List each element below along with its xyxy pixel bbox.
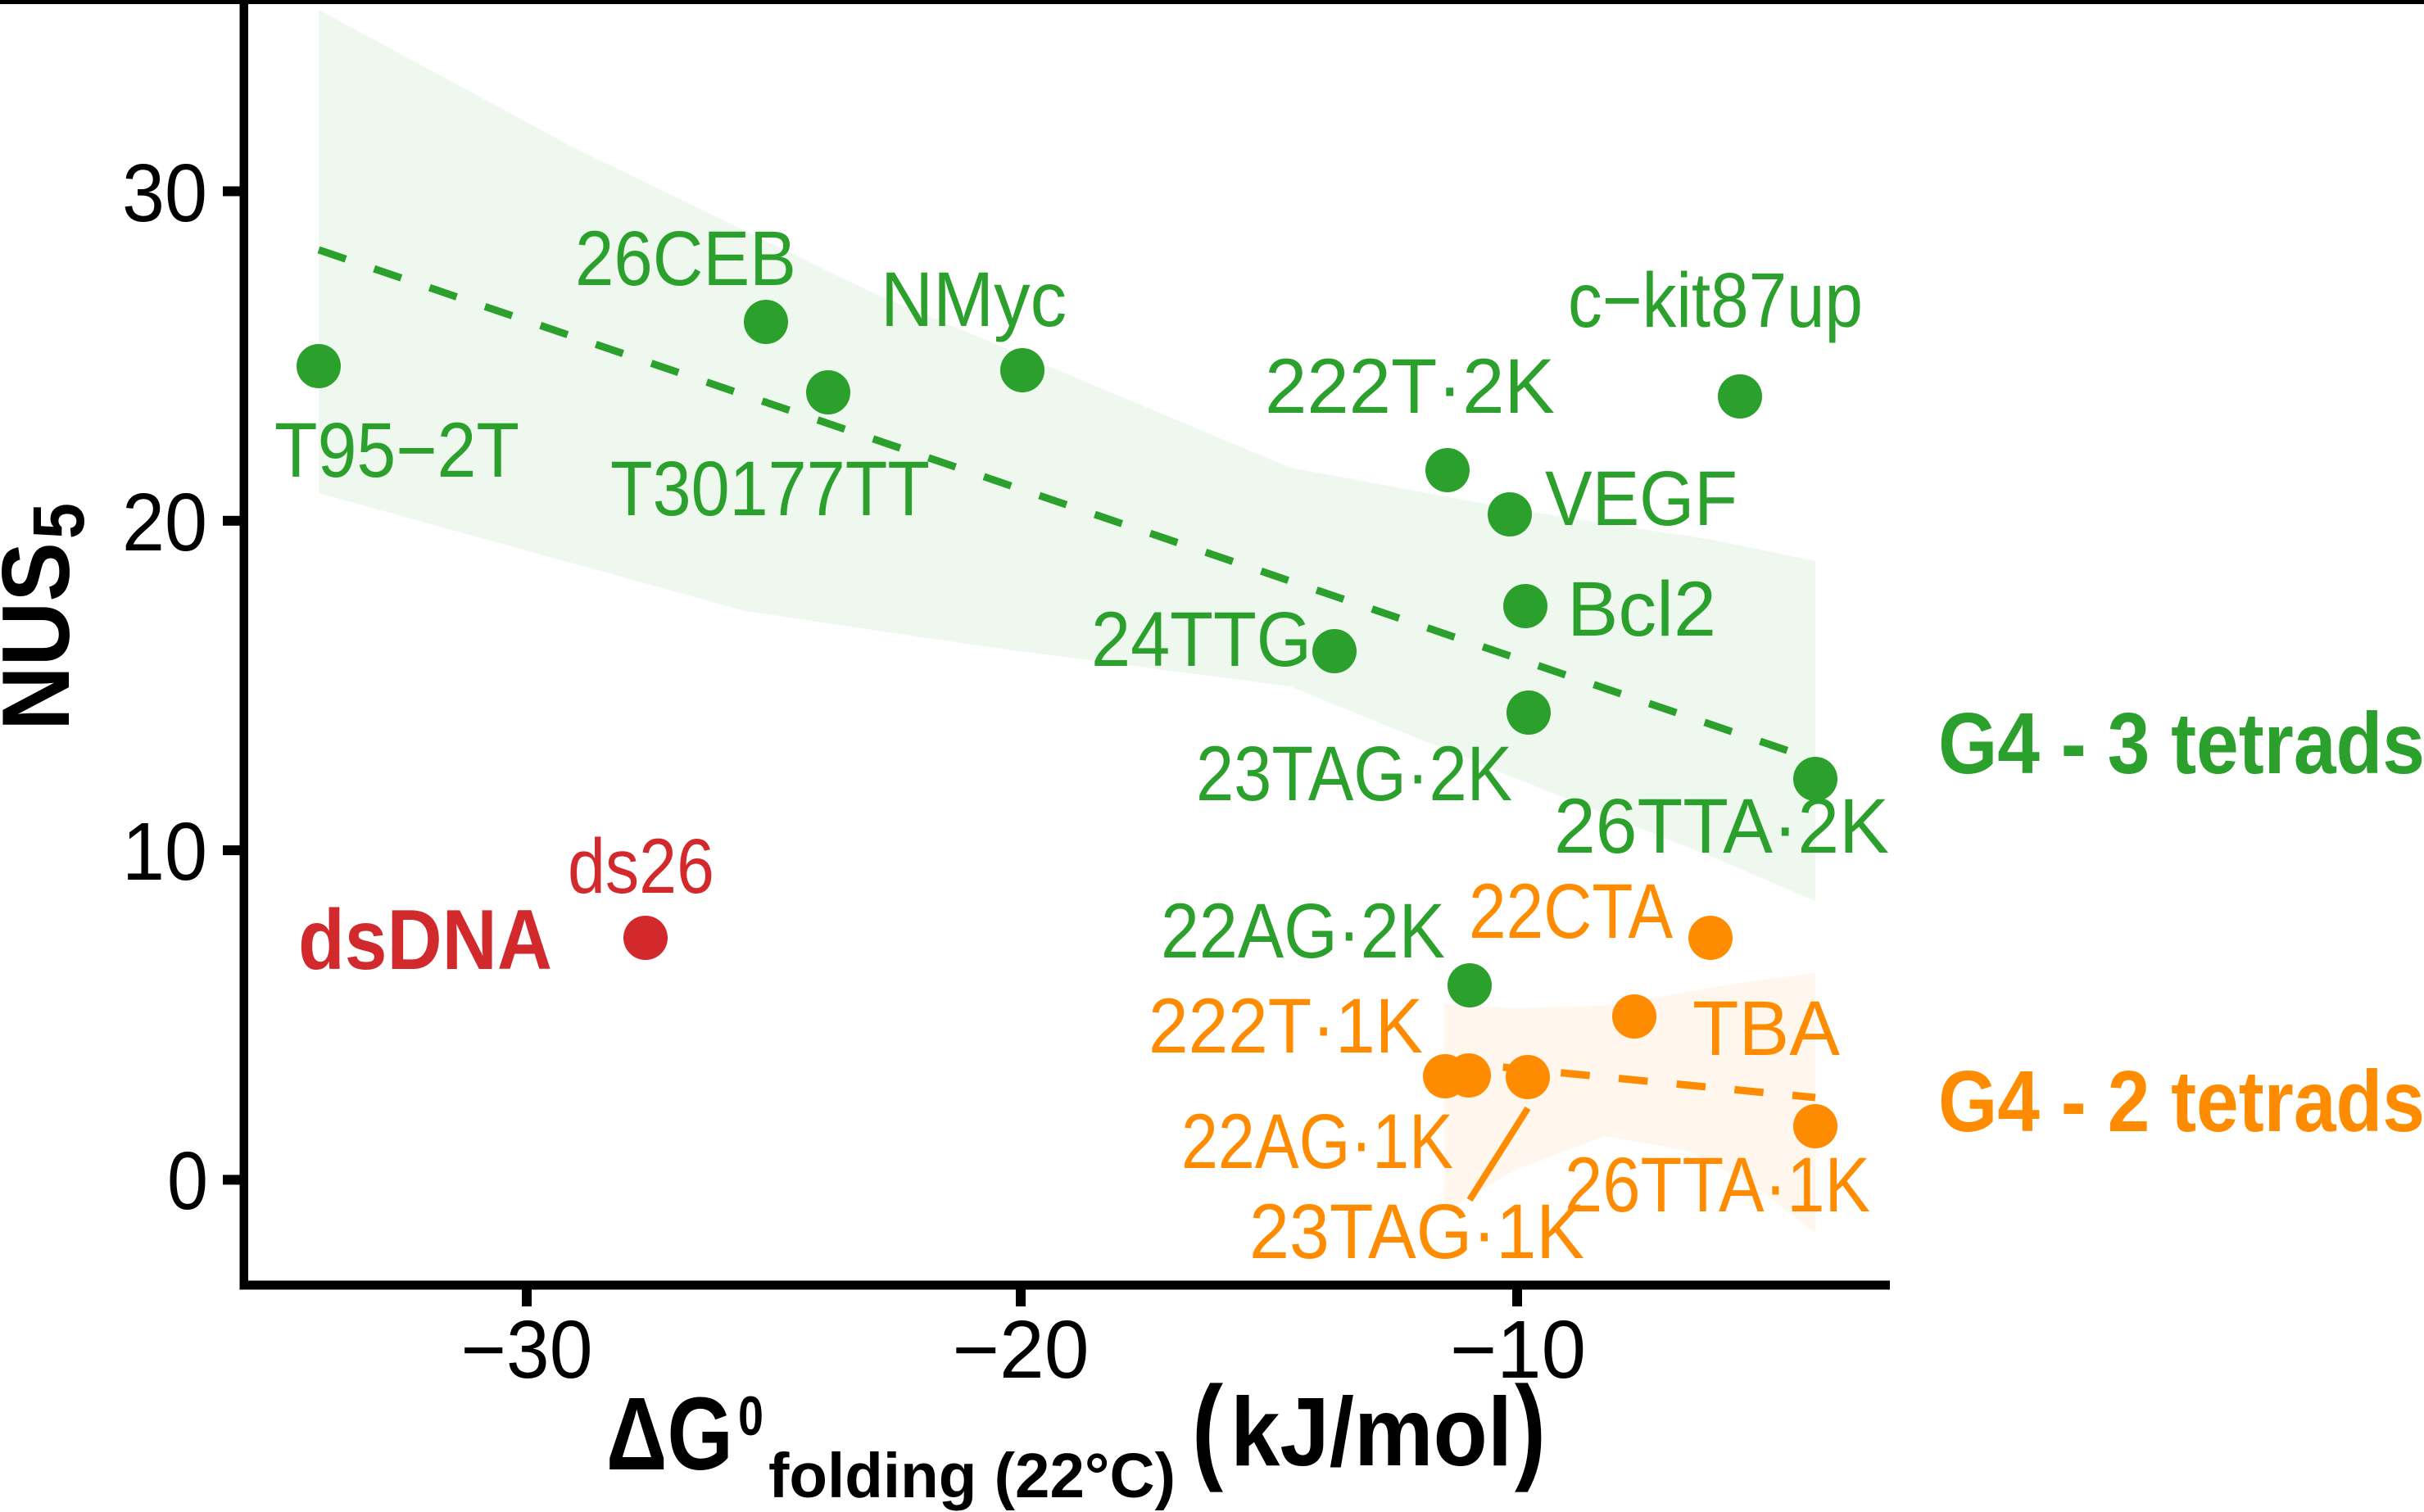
svg-text:Bcl2: Bcl2 (1567, 566, 1716, 653)
svg-text:VEGF: VEGF (1545, 455, 1738, 542)
svg-text:ΔG: ΔG (606, 1376, 733, 1492)
svg-text:−30: −30 (461, 1304, 593, 1396)
svg-text:T95−2T: T95−2T (274, 407, 519, 494)
svg-text:NUS: NUS (0, 542, 89, 731)
svg-text:ds26: ds26 (568, 823, 714, 910)
svg-text:24TTG: 24TTG (1091, 596, 1312, 683)
svg-text:kJ/mol: kJ/mol (1230, 1378, 1512, 1487)
svg-text:G4 - 2 tetrads: G4 - 2 tetrads (1938, 1053, 2424, 1150)
svg-text:222T·2K: 222T·2K (1265, 343, 1555, 430)
svg-text:G4 - 3 tetrads: G4 - 3 tetrads (1938, 695, 2424, 792)
svg-text:22CTA: 22CTA (1469, 868, 1674, 955)
svg-text:dsDNA: dsDNA (298, 893, 552, 988)
svg-text:22AG·2K: 22AG·2K (1161, 888, 1445, 975)
svg-text:22AG·1K: 22AG·1K (1181, 1098, 1453, 1185)
svg-text:): ) (1515, 1363, 1546, 1493)
svg-text:26CEB: 26CEB (575, 215, 796, 302)
svg-text:T30177TT: T30177TT (610, 446, 930, 532)
svg-text:c−kit87up: c−kit87up (1568, 257, 1863, 344)
svg-text:5: 5 (17, 503, 99, 539)
svg-text:23TAG·2K: 23TAG·2K (1196, 731, 1512, 817)
svg-text:10: 10 (122, 806, 207, 898)
svg-text:23TAG·1K: 23TAG·1K (1249, 1188, 1584, 1275)
svg-text:26TTA·2K: 26TTA·2K (1554, 783, 1889, 870)
svg-text:0: 0 (738, 1385, 763, 1447)
svg-text:0: 0 (167, 1135, 208, 1227)
svg-text:−10: −10 (1450, 1304, 1586, 1396)
svg-text:20: 20 (122, 477, 207, 568)
svg-text:30: 30 (122, 147, 207, 239)
svg-text:(: ( (1192, 1363, 1223, 1493)
svg-text:222T·1K: 222T·1K (1149, 983, 1423, 1070)
svg-text:TBA: TBA (1692, 985, 1841, 1072)
svg-text:folding (22°C): folding (22°C) (768, 1441, 1176, 1511)
svg-text:−20: −20 (953, 1304, 1090, 1396)
svg-text:NMyc: NMyc (881, 256, 1067, 343)
svg-text:26TTA·1K: 26TTA·1K (1565, 1142, 1870, 1229)
